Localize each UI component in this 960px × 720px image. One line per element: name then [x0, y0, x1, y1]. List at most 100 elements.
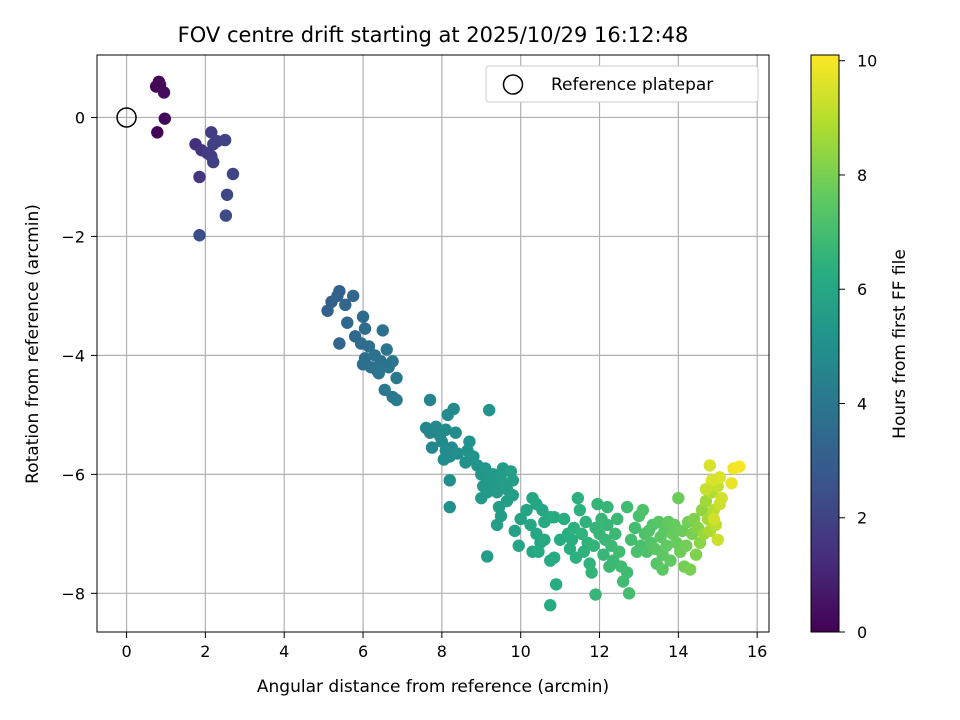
- data-point: [219, 209, 233, 222]
- data-point: [339, 298, 352, 312]
- data-point: [376, 324, 389, 337]
- data-point: [549, 578, 563, 591]
- data-point: [532, 545, 545, 558]
- data-point: [557, 512, 571, 526]
- data-point: [611, 512, 624, 526]
- data-point: [664, 554, 677, 567]
- x-tick-label: 4: [279, 642, 289, 661]
- x-tick-label: 14: [668, 642, 688, 661]
- data-point: [443, 500, 456, 514]
- chart-title: FOV centre drift starting at 2025/10/29 …: [178, 23, 689, 47]
- data-point: [587, 539, 600, 552]
- colorbar-gradient: [810, 54, 840, 633]
- y-tick-label: −4: [61, 346, 85, 365]
- data-point: [333, 284, 346, 298]
- data-point: [443, 474, 456, 487]
- data-point: [193, 229, 206, 242]
- data-point: [437, 453, 451, 466]
- data-point: [622, 587, 636, 600]
- data-point: [439, 423, 453, 436]
- y-tick-label: −2: [61, 227, 85, 246]
- y-axis-label: Rotation from reference (arcmin): [23, 204, 43, 484]
- data-point: [699, 494, 713, 508]
- data-point: [585, 566, 598, 579]
- data-point: [601, 500, 614, 514]
- reference-point-marker: [116, 107, 137, 128]
- data-point: [449, 426, 462, 439]
- data-point: [715, 491, 728, 505]
- data-point: [378, 383, 391, 397]
- data-point: [609, 527, 622, 541]
- data-point: [490, 486, 504, 499]
- data-point: [601, 518, 614, 532]
- colorbar-label: Hours from first FF file: [890, 249, 910, 439]
- data-point: [425, 441, 439, 454]
- data-point: [524, 518, 537, 532]
- data-point: [157, 86, 171, 99]
- data-point: [151, 126, 164, 139]
- colorbar-tick-label: 6: [857, 280, 867, 299]
- data-point: [707, 512, 721, 526]
- data-point: [372, 367, 386, 380]
- data-point: [597, 548, 610, 561]
- colorbar: 0 2 4 6 8 10 Hours from first FF file: [810, 52, 910, 642]
- data-point: [362, 340, 376, 353]
- data-point: [544, 599, 557, 612]
- colorbar-tick-label: 2: [857, 509, 867, 528]
- data-point: [628, 521, 642, 535]
- data-point: [620, 566, 634, 579]
- legend-marker-icon: [502, 74, 524, 95]
- data-points: [149, 75, 746, 612]
- colorbar-tick-label: 10: [857, 52, 877, 71]
- data-point: [333, 337, 346, 350]
- x-tick-label: 10: [511, 642, 531, 661]
- data-point: [390, 371, 403, 385]
- data-point: [226, 167, 240, 181]
- colorbar-ticks: 0 2 4 6 8 10: [839, 52, 877, 642]
- legend-entry: Reference platepar: [551, 75, 713, 95]
- data-point: [683, 563, 697, 576]
- y-tick-label: −8: [61, 584, 85, 603]
- colorbar-tick-label: 0: [857, 623, 867, 642]
- data-point: [530, 497, 543, 511]
- data-point: [575, 527, 588, 541]
- data-point: [656, 563, 669, 576]
- data-point: [579, 515, 592, 529]
- data-point: [711, 533, 724, 546]
- data-point: [699, 483, 713, 496]
- data-point: [500, 494, 514, 508]
- legend: Reference platepar: [485, 65, 759, 103]
- data-point: [218, 133, 232, 147]
- colorbar-tick-label: 8: [857, 166, 867, 185]
- data-point: [480, 486, 494, 499]
- data-point: [356, 310, 370, 323]
- data-point: [205, 126, 218, 139]
- data-point: [573, 503, 587, 517]
- x-tick-label: 2: [200, 642, 210, 661]
- data-point: [705, 474, 719, 487]
- x-axis-label: Angular distance from reference (arcmin): [257, 677, 609, 697]
- data-point: [624, 533, 638, 546]
- data-point: [547, 551, 561, 564]
- data-point: [689, 548, 703, 561]
- data-point: [613, 545, 626, 558]
- data-point: [380, 343, 393, 356]
- data-point: [508, 524, 521, 538]
- data-point: [480, 550, 494, 563]
- data-point: [386, 355, 399, 368]
- data-point: [571, 491, 585, 505]
- plot-frame: [96, 54, 770, 633]
- data-point: [620, 500, 634, 514]
- x-tick-label: 8: [437, 642, 447, 661]
- data-point: [390, 393, 403, 407]
- x-tick-label: 6: [358, 642, 368, 661]
- data-point: [547, 510, 561, 524]
- data-point: [672, 491, 685, 505]
- data-point: [341, 316, 354, 329]
- data-point: [660, 539, 673, 552]
- x-tick-label: 16: [747, 642, 767, 661]
- axis-ticks: 0 2 4 6 8 10 12 14 16 0 −2 −4 −6 −8: [61, 108, 767, 661]
- data-point: [676, 524, 689, 538]
- y-tick-label: 0: [75, 108, 85, 127]
